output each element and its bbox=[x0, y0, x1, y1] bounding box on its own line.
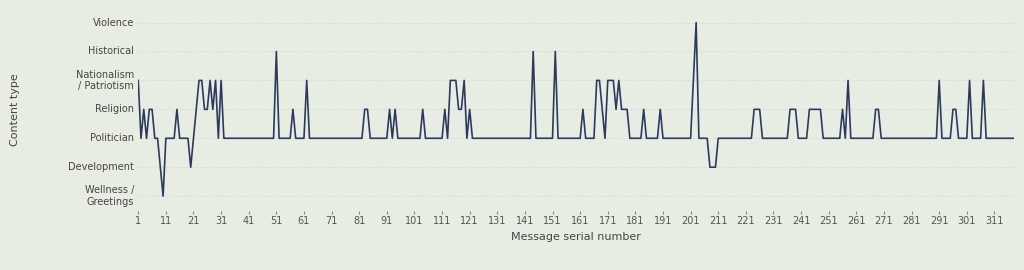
Y-axis label: Content type: Content type bbox=[9, 73, 19, 146]
X-axis label: Message serial number: Message serial number bbox=[511, 232, 641, 242]
